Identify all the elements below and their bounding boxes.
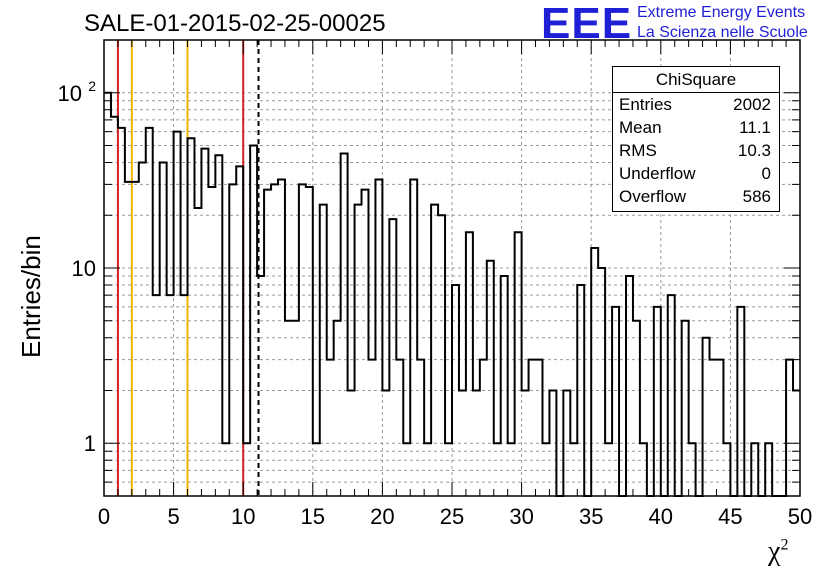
histogram-bin [598, 268, 605, 496]
histogram-bin [368, 360, 375, 496]
histogram-bin [341, 154, 348, 496]
stats-label: Entries [619, 95, 672, 114]
stats-box: ChiSquare Entries 2002 Mean 11.1 RMS 10.3 Unde… [612, 66, 780, 212]
histogram-bin [104, 93, 111, 496]
histogram-bin [236, 166, 243, 496]
histogram-bin [327, 360, 334, 496]
stats-value: 0 [761, 164, 771, 183]
stats-label: Overflow [619, 187, 687, 206]
histogram-bin [160, 162, 167, 496]
stats-label: RMS [619, 141, 657, 160]
histogram-bin [417, 360, 424, 496]
stats-row-mean: Mean 11.1 [613, 116, 779, 139]
histogram-bin [125, 182, 132, 496]
histogram-bin [737, 307, 744, 496]
x-tick-label: 20 [370, 504, 394, 529]
histogram-bin [668, 295, 675, 496]
histogram-bin [201, 149, 208, 496]
tick-labels: 0 5 10 15 20 25 30 35 40 45 50 1 10 10 2 [58, 78, 813, 529]
logo-text-line-1: Extreme Energy Events [637, 4, 806, 21]
stats-label: Underflow [619, 164, 696, 183]
histogram-bin [215, 155, 222, 496]
histogram-bin [396, 360, 403, 496]
histogram-bin [536, 360, 543, 496]
histogram-bin [208, 187, 215, 496]
histogram-bin [264, 190, 271, 496]
y-tick-label: 10 [72, 256, 96, 281]
histogram-bin [292, 321, 299, 496]
histogram-bin [111, 117, 118, 496]
stats-rows: Entries 2002 Mean 11.1 RMS 10.3 Underflow 0 Over… [613, 93, 779, 208]
stats-row-overflow: Overflow 586 [613, 185, 779, 208]
histogram-bin [626, 276, 633, 496]
histogram-bin [146, 128, 153, 496]
y-tick-label-exponent: 2 [88, 78, 96, 94]
histogram-bin [716, 360, 723, 496]
histogram-bin [654, 307, 661, 496]
histogram-bin [306, 187, 313, 496]
histogram-bin [299, 184, 306, 496]
x-tick-label: 30 [509, 504, 533, 529]
histogram-bin [118, 128, 125, 496]
x-tick-label: 40 [649, 504, 673, 529]
histogram-bin [612, 307, 619, 496]
axes [103, 39, 801, 497]
x-tick-label: 25 [440, 504, 464, 529]
x-tick-label: 5 [167, 504, 179, 529]
stats-value: 586 [742, 187, 771, 206]
x-tick-label: 10 [231, 504, 255, 529]
histogram-bin [682, 321, 689, 496]
x-tick-label: 50 [788, 504, 812, 529]
histogram-bin [362, 190, 369, 496]
histogram-bin [188, 138, 195, 496]
stats-value: 2002 [733, 95, 771, 114]
histogram-bin [466, 232, 473, 496]
logo-text-line-2: La Scienza nelle Scuole [637, 24, 808, 41]
histogram-bin [320, 205, 327, 496]
histogram-bin [438, 215, 445, 496]
histogram-bin [167, 295, 174, 496]
histogram-bin [229, 184, 236, 496]
stats-value: 10.3 [737, 141, 771, 160]
histogram-bin [153, 295, 160, 496]
histogram-bin [139, 162, 146, 496]
x-axis-label: χ2 [768, 536, 789, 567]
histogram-bin [174, 132, 181, 496]
histogram-bin [194, 208, 201, 496]
histogram-bin [710, 360, 717, 496]
histogram-bin [529, 360, 536, 496]
histogram-bin [334, 321, 341, 496]
histogram-bin [285, 321, 292, 496]
histogram-bin [633, 321, 640, 496]
histogram-bin [703, 338, 710, 496]
x-tick-label: 0 [98, 504, 110, 529]
x-tick-label: 35 [579, 504, 603, 529]
stats-title: ChiSquare [613, 70, 779, 93]
stats-row-rms: RMS 10.3 [613, 139, 779, 162]
stats-label: Mean [619, 118, 662, 137]
histogram-bin [501, 276, 508, 496]
chart-title: SALE-01-2015-02-25-00025 [84, 10, 386, 37]
x-tick-label: 45 [718, 504, 742, 529]
histogram-bin [515, 232, 522, 496]
stats-row-entries: Entries 2002 [613, 93, 779, 116]
stats-value: 11.1 [739, 118, 771, 137]
y-tick-label: 10 [58, 81, 82, 106]
histogram-bin [132, 182, 139, 496]
y-tick-label: 1 [84, 431, 96, 456]
histogram-bin [389, 219, 396, 496]
stats-row-underflow: Underflow 0 [613, 162, 779, 185]
histogram-bin [181, 295, 188, 496]
histogram-bin [431, 205, 438, 496]
histogram-bin [271, 184, 278, 496]
histogram-bin [355, 205, 362, 496]
x-tick-label: 15 [301, 504, 325, 529]
histogram-bin [786, 360, 793, 496]
histogram-bin [480, 360, 487, 496]
